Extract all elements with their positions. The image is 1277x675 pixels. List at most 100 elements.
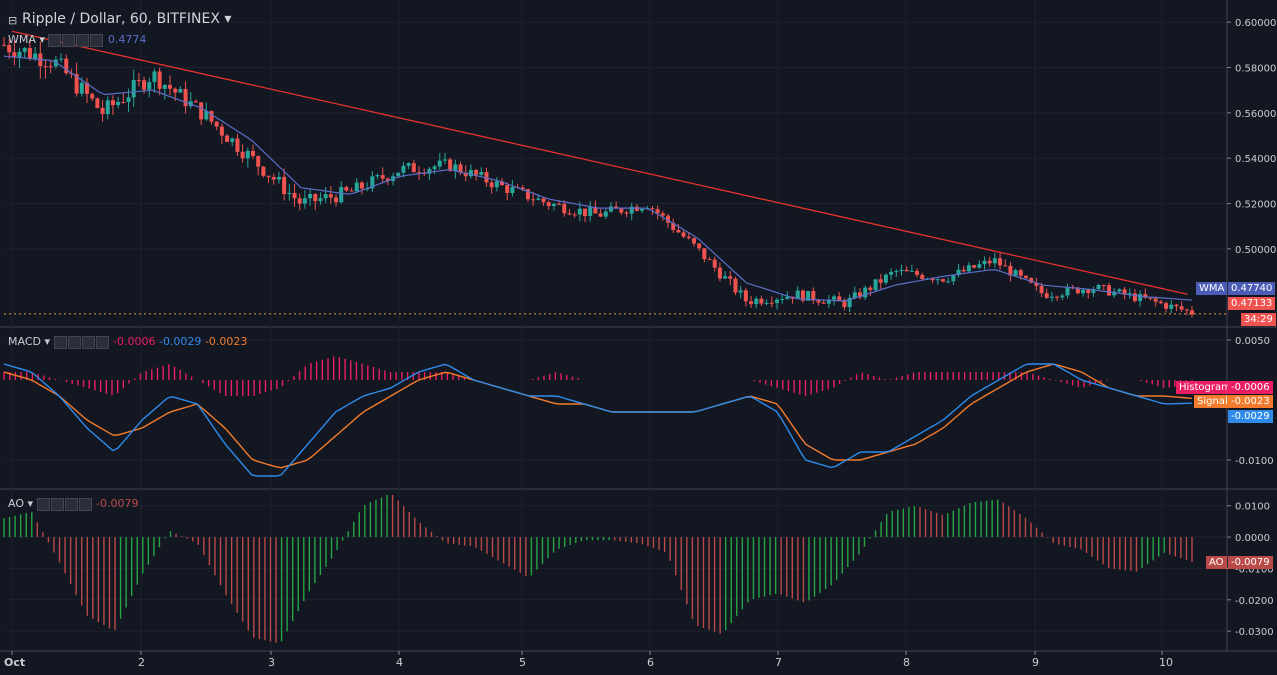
collapse-icon[interactable]: ⊟ xyxy=(8,14,18,27)
candle-body xyxy=(998,258,1003,266)
candle-body xyxy=(22,48,27,52)
candle-body xyxy=(1148,297,1153,299)
candle-body xyxy=(821,302,826,304)
candle-body xyxy=(126,97,131,103)
candle-body xyxy=(59,58,64,60)
candle-body xyxy=(920,274,925,279)
candle-body xyxy=(811,291,816,301)
candle-body xyxy=(883,274,888,283)
ao-tick-label: 0.0100 xyxy=(1235,502,1270,513)
close-icon[interactable] xyxy=(78,497,92,511)
candle-body xyxy=(245,150,250,159)
candle-body xyxy=(728,276,733,279)
ao-tick-label: -0.0200 xyxy=(1235,596,1274,607)
candle-body xyxy=(1190,310,1194,315)
candle-body xyxy=(1075,287,1080,294)
price-tick-label: 0.52000 xyxy=(1235,200,1276,211)
candle-body xyxy=(904,269,909,272)
candle-body xyxy=(505,185,510,194)
candle-body xyxy=(977,264,982,268)
settings-icon[interactable] xyxy=(62,33,76,47)
candle-body xyxy=(121,102,126,104)
candle-body xyxy=(572,214,577,216)
signal-name-tag: Signal xyxy=(1194,395,1231,408)
candle-body xyxy=(458,164,463,173)
ao-tick-label: 0.0000 xyxy=(1235,533,1270,544)
signal-value-tag: -0.0023 xyxy=(1228,395,1273,408)
close-icon[interactable] xyxy=(90,33,104,47)
candle-body xyxy=(1096,285,1101,289)
time-axis-label: 2 xyxy=(138,656,145,669)
candle-body xyxy=(832,296,837,300)
candle-body xyxy=(972,265,977,268)
wma-name-tag: WMA xyxy=(1196,282,1228,295)
candle-body xyxy=(64,58,69,74)
eye-icon[interactable] xyxy=(48,33,62,47)
candle-body xyxy=(1117,289,1122,292)
candle-body xyxy=(795,290,800,299)
candle-body xyxy=(681,232,686,237)
candle-body xyxy=(48,66,53,68)
candle-body xyxy=(956,269,961,276)
candle-body xyxy=(401,165,406,173)
plus-icon[interactable] xyxy=(76,33,90,47)
candle-body xyxy=(909,270,914,272)
candle-body xyxy=(105,100,110,115)
candle-body xyxy=(577,208,582,215)
candle-body xyxy=(79,82,84,94)
candle-body xyxy=(12,52,17,58)
wma-value-tag: 0.47740 xyxy=(1228,282,1276,295)
ao-value-tag: -0.0079 xyxy=(1228,556,1273,569)
symbol-title[interactable]: Ripple / Dollar, 60, BITFINEX ▾ xyxy=(22,11,232,27)
time-axis-label: 9 xyxy=(1032,656,1039,669)
ao-legend[interactable]: AO ▾ -0.0079 xyxy=(8,497,139,511)
candle-body xyxy=(359,182,364,189)
plus-icon[interactable] xyxy=(64,497,78,511)
candle-body xyxy=(183,88,188,107)
settings-icon[interactable] xyxy=(67,335,81,349)
candle-body xyxy=(27,48,32,59)
candle-body xyxy=(437,160,442,167)
candle-body xyxy=(541,198,546,203)
wma-legend[interactable]: WMA ▾ 0.4774 xyxy=(8,33,147,47)
candle-body xyxy=(209,111,214,122)
candle-body xyxy=(95,98,100,108)
candle-body xyxy=(43,66,48,68)
candle-body xyxy=(442,159,447,161)
close-icon[interactable] xyxy=(95,335,109,349)
time-axis-label: 5 xyxy=(519,656,526,669)
candle-body xyxy=(743,290,748,302)
eye-icon[interactable] xyxy=(53,335,67,349)
candle-body xyxy=(33,53,38,59)
settings-icon[interactable] xyxy=(50,497,64,511)
macd-legend[interactable]: MACD ▾ -0.0006 -0.0029 -0.0023 xyxy=(8,335,248,349)
candle-body xyxy=(930,278,935,281)
candle-body xyxy=(323,194,328,199)
plus-icon[interactable] xyxy=(81,335,95,349)
time-axis-label: Oct xyxy=(4,656,25,669)
candle-body xyxy=(287,192,292,195)
candle-body xyxy=(85,82,90,94)
candle-body xyxy=(889,271,894,275)
candle-body xyxy=(536,198,541,200)
candle-body xyxy=(640,208,645,211)
candle-body xyxy=(240,151,245,159)
eye-icon[interactable] xyxy=(36,497,50,511)
candle-body xyxy=(339,187,344,203)
candle-body xyxy=(500,181,505,186)
candle-body xyxy=(1023,275,1028,278)
candle-body xyxy=(525,189,530,200)
candle-body xyxy=(1174,304,1179,307)
candle-body xyxy=(961,269,966,272)
candle-body xyxy=(899,269,904,272)
time-axis-label: 6 xyxy=(647,656,654,669)
candle-body xyxy=(474,169,479,175)
candle-body xyxy=(1039,285,1044,294)
candle-body xyxy=(717,267,722,279)
candle-body xyxy=(878,279,883,283)
chevron-down-icon[interactable]: ▾ xyxy=(224,11,232,27)
candle-body xyxy=(1008,265,1013,276)
candle-body xyxy=(256,156,261,167)
candle-body xyxy=(666,215,671,223)
